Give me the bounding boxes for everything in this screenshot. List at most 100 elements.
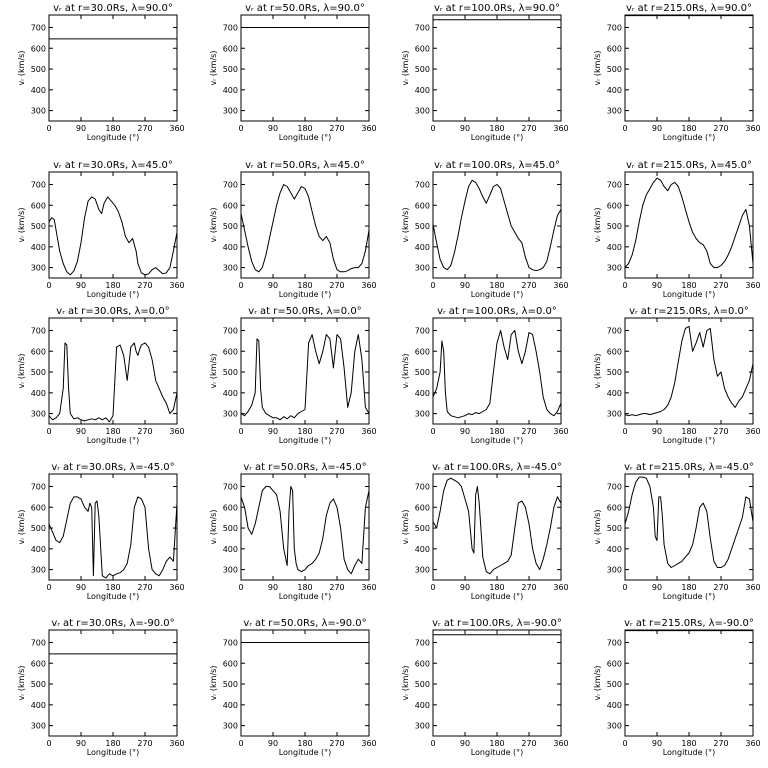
panel-1-2-xtick-label-3: 270 [521,281,536,290]
panel-4-1-ytick-label-1: 400 [223,701,238,710]
panel-1-0-ytick-label-3: 600 [31,201,46,210]
panel-2-2-frame [432,317,562,425]
panel-4-3-ytick-label-0: 300 [607,722,622,731]
panel-4-2-ytick-label-4: 700 [415,638,430,647]
panel-1-3-xtick-label-3: 270 [713,281,728,290]
panel-4-1-xtick-label-1: 90 [268,739,278,748]
panel-1-3-ytick-label-2: 500 [607,222,622,231]
panel-2-3-ytick-label-3: 600 [607,347,622,356]
panel-4-1-ytick-label-4: 700 [223,638,238,647]
panel-3-1-xtick-label-2: 180 [297,583,312,592]
panel-3-1-title: vᵣ at r=50.0Rs, λ=-45.0° [243,462,366,473]
panel-2-2-ytick-label-2: 500 [415,368,430,377]
panel-2-0-title: vᵣ at r=30.0Rs, λ=0.0° [56,306,169,317]
panel-1-2-ytick-label-1: 400 [415,243,430,252]
panel-0-2-ylabel: vᵣ (km/s) [401,51,410,86]
panel-2-2-series-line [432,330,562,419]
panel-0-3-ytick-label-2: 500 [607,65,622,74]
panel-2-0-ytick-label-3: 600 [31,347,46,356]
panel-4-0-title: vᵣ at r=30.0Rs, λ=-90.0° [51,618,174,629]
panel-3-0-ytick-label-3: 600 [31,503,46,512]
panel-3-3-frame [624,473,754,581]
panel-0-0-title: vᵣ at r=30.0Rs, λ=90.0° [53,3,173,14]
panel-1-0-xtick-label-4: 360 [169,281,184,290]
panel-0-1-xlabel: Longitude (°) [279,133,332,142]
panel-3-0-ylabel: vᵣ (km/s) [17,510,26,545]
panel-1-1-title: vᵣ at r=50.0Rs, λ=45.0° [245,160,365,171]
panel-2-2-ytick-label-1: 400 [415,389,430,398]
panel-0-0-ytick-label-3: 600 [31,44,46,53]
panel-1-1-ytick-label-0: 300 [223,264,238,273]
panel-1-3-xtick-label-0: 0 [622,281,627,290]
panel-2-0-xtick-label-3: 270 [137,427,152,436]
panel-0-2-ytick-label-0: 300 [415,107,430,116]
panel-0-3-ytick-label-1: 400 [607,86,622,95]
panel-3-0-xtick-label-3: 270 [137,583,152,592]
panel-4-0-ytick-label-2: 500 [31,680,46,689]
panel-1-2-series-line [432,179,562,272]
panel-0-0-ytick-label-1: 400 [31,86,46,95]
panel-2-3-xtick-label-0: 0 [622,427,627,436]
panel-0-3-xtick-label-0: 0 [622,124,627,133]
panel-0-3-ytick-label-4: 700 [607,23,622,32]
panel-1-2-ytick-label-4: 700 [415,180,430,189]
panel-3-1-ytick-label-2: 500 [223,524,238,533]
panel-4-0-frame [48,629,178,737]
panel-2-0-ytick-label-4: 700 [31,326,46,335]
panel-4-1-ytick-label-0: 300 [223,722,238,731]
panel-3-1-ylabel: vᵣ (km/s) [209,510,218,545]
panel-0-1-xtick-label-0: 0 [238,124,243,133]
panel-2-1-title: vᵣ at r=50.0Rs, λ=0.0° [248,306,361,317]
panel-1-0-series-line [48,196,178,276]
panel-4-3-xtick-label-3: 270 [713,739,728,748]
panel-4-3-ytick-label-3: 600 [607,659,622,668]
panel-2-0-xtick-label-4: 360 [169,427,184,436]
panel-0-2-xtick-label-1: 90 [460,124,470,133]
panel-2-1-xtick-label-3: 270 [329,427,344,436]
panel-1-2-ytick-label-3: 600 [415,201,430,210]
panel-0-1-ylabel: vᵣ (km/s) [209,51,218,86]
panel-0-2-xtick-label-0: 0 [430,124,435,133]
panel-2-3-ytick-label-4: 700 [607,326,622,335]
panel-4-0-ytick-label-4: 700 [31,638,46,647]
panel-2-0-xtick-label-1: 90 [76,427,86,436]
panel-0-1-xtick-label-2: 180 [297,124,312,133]
panel-3-3-ylabel: vᵣ (km/s) [593,510,602,545]
panel-2-1-xtick-label-0: 0 [238,427,243,436]
panel-2-3-ytick-label-0: 300 [607,410,622,419]
panel-2-2-ylabel: vᵣ (km/s) [401,354,410,389]
panel-2-1-xlabel: Longitude (°) [279,436,332,445]
panel-1-0-xtick-label-2: 180 [105,281,120,290]
panel-3-3-ytick-label-2: 500 [607,524,622,533]
panel-2-3-ytick-label-2: 500 [607,368,622,377]
panel-1-2-ylabel: vᵣ (km/s) [401,208,410,243]
panel-3-1-xtick-label-3: 270 [329,583,344,592]
panel-3-2-xtick-label-2: 180 [489,583,504,592]
panel-4-3-title: vᵣ at r=215.0Rs, λ=-90.0° [624,618,754,629]
panel-3-0-xlabel: Longitude (°) [87,592,140,601]
panel-0-2-xtick-label-3: 270 [521,124,536,133]
panel-2-2-xtick-label-0: 0 [430,427,435,436]
panel-0-0-xtick-label-1: 90 [76,124,86,133]
panel-0-2-xlabel: Longitude (°) [471,133,524,142]
panel-3-1-xtick-label-0: 0 [238,583,243,592]
panel-2-0-ylabel: vᵣ (km/s) [17,354,26,389]
panel-4-0-xtick-label-0: 0 [46,739,51,748]
panel-3-1-ytick-label-4: 700 [223,482,238,491]
panel-4-2-ytick-label-2: 500 [415,680,430,689]
panel-4-2-xtick-label-2: 180 [489,739,504,748]
panel-3-2-xtick-label-4: 360 [553,583,568,592]
panel-2-1-xtick-label-2: 180 [297,427,312,436]
panel-2-3-title: vᵣ at r=215.0Rs, λ=0.0° [629,306,749,317]
panel-3-0-series-line [48,496,178,579]
panel-1-0-title: vᵣ at r=30.0Rs, λ=45.0° [53,160,173,171]
panel-4-2-ytick-label-3: 600 [415,659,430,668]
panel-0-3-xtick-label-3: 270 [713,124,728,133]
panel-4-2-ytick-label-1: 400 [415,701,430,710]
panel-3-0-xtick-label-4: 360 [169,583,184,592]
panel-0-0-xlabel: Longitude (°) [87,133,140,142]
panel-4-1-title: vᵣ at r=50.0Rs, λ=-90.0° [243,618,366,629]
panel-4-0-ytick-label-1: 400 [31,701,46,710]
panel-0-0-xtick-label-3: 270 [137,124,152,133]
panel-1-3-xtick-label-4: 360 [745,281,760,290]
